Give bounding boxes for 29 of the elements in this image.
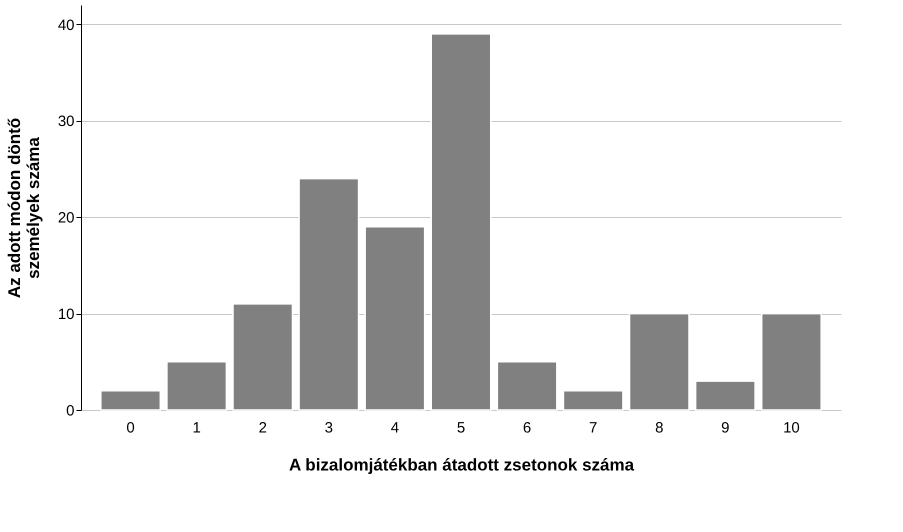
x-tick-label: 3 <box>324 420 333 436</box>
bar <box>364 226 426 411</box>
y-tick-label: 10 <box>58 306 74 324</box>
bar <box>100 390 162 411</box>
x-tick-label: 8 <box>655 420 664 436</box>
bar <box>760 312 822 411</box>
bar <box>496 361 558 411</box>
x-tick-label: 6 <box>522 420 532 436</box>
bar <box>562 390 624 411</box>
bar <box>298 178 360 411</box>
x-tick-label: 2 <box>258 420 267 436</box>
x-tick-label: 10 <box>783 420 800 436</box>
bar <box>628 312 690 411</box>
y-tick-label: 20 <box>58 210 74 227</box>
bar <box>694 380 756 411</box>
x-tick-label: 7 <box>589 420 598 436</box>
y-tick-label: 30 <box>58 113 74 130</box>
bar <box>232 303 294 411</box>
y-tick-label: 0 <box>66 402 74 420</box>
x-tick-label: 1 <box>192 420 201 436</box>
bar <box>430 33 492 411</box>
y-tick-label: 40 <box>58 16 74 34</box>
y-axis-title: Az adott módon döntő személyek száma <box>4 118 43 298</box>
x-tick-label: 4 <box>390 420 400 436</box>
x-tick-label: 5 <box>456 420 466 436</box>
x-tick-label: 9 <box>721 420 730 436</box>
x-tick-label: 0 <box>126 420 135 436</box>
x-axis-title: A bizalomjátékban átadott zsetonok száma <box>288 456 635 474</box>
bar <box>166 361 228 411</box>
